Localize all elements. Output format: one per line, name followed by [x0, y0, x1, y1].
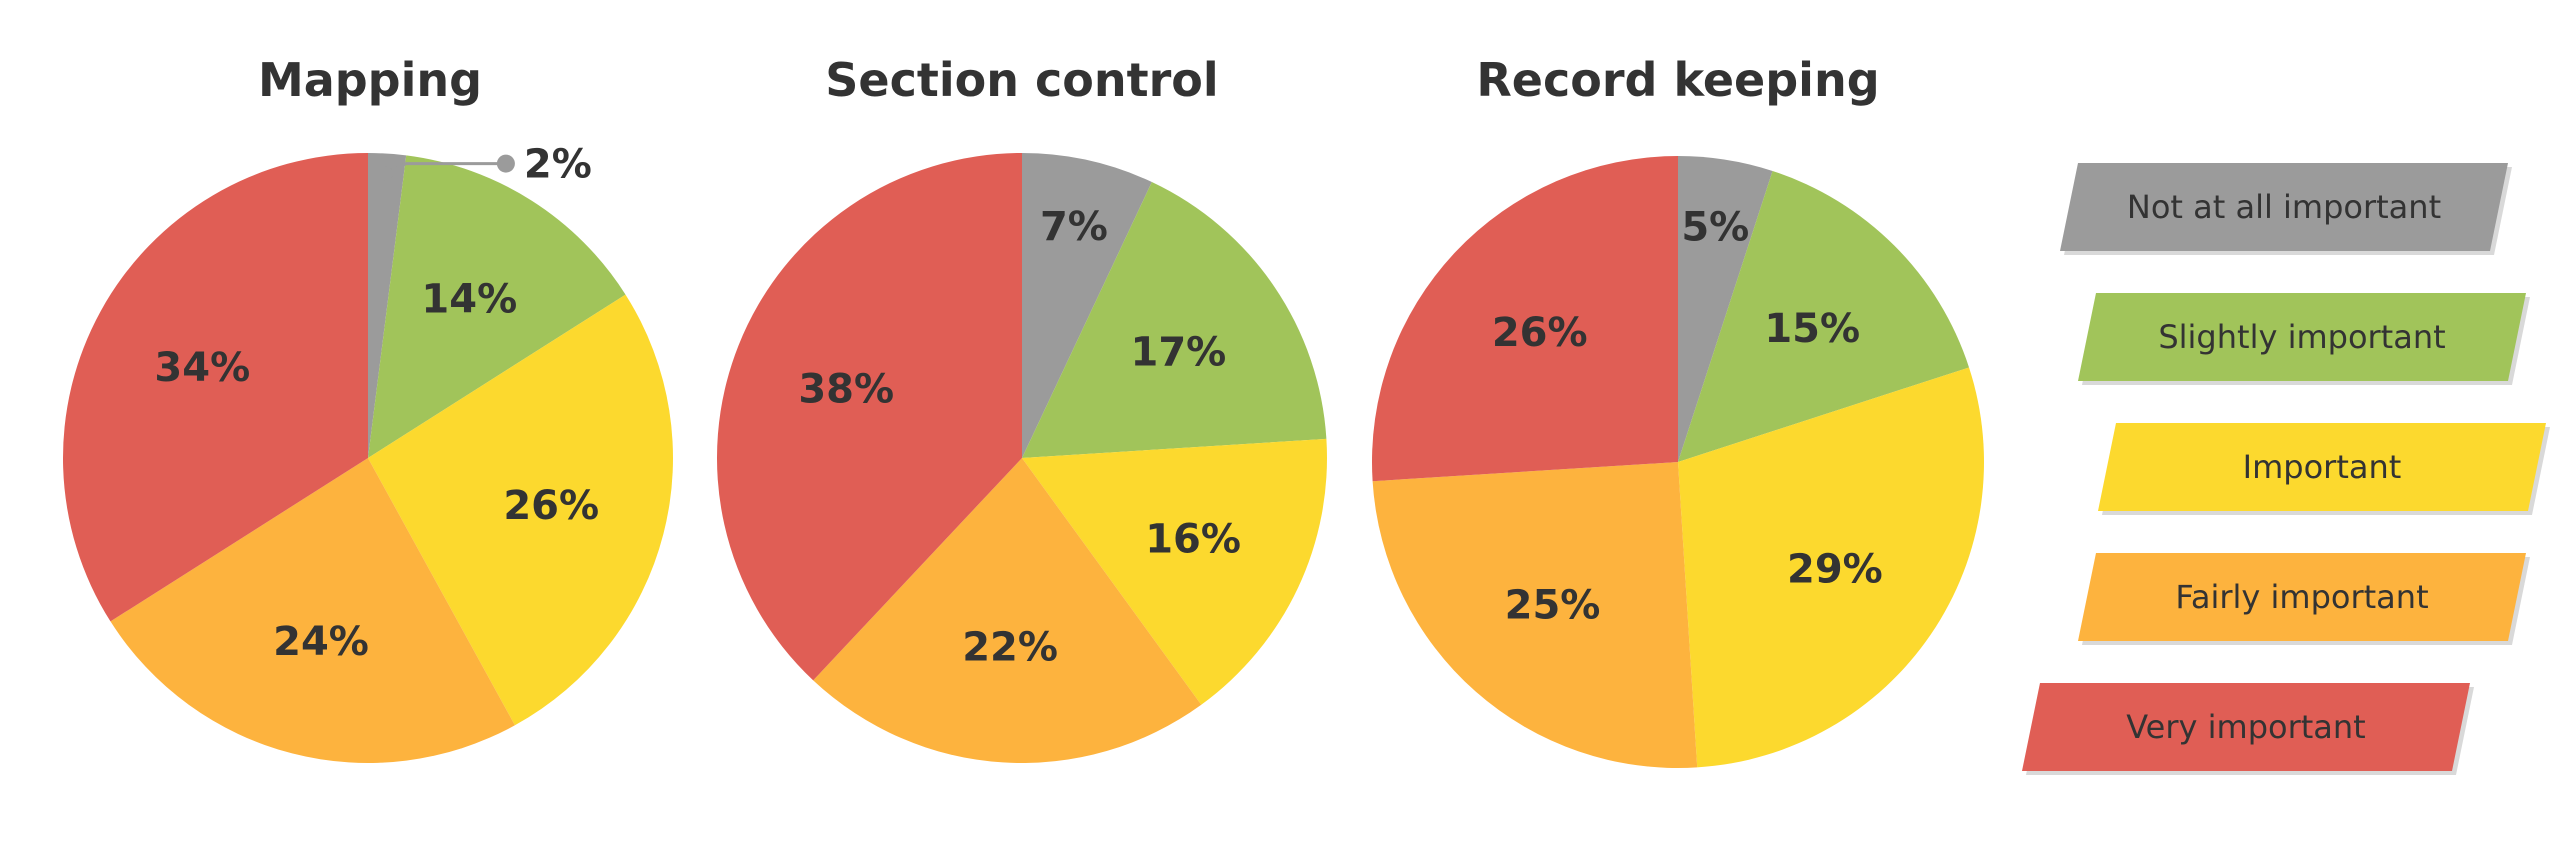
legend-item-slightly-important: Slightly important [2078, 293, 2530, 385]
legend-swatch-not-at-all-important [2060, 163, 2508, 251]
record-keeping-slice-not-at-all-important [1678, 156, 1773, 462]
section-control-label-important: 16% [1145, 517, 1241, 563]
mapping-slice-very-important [62, 153, 369, 622]
mapping-label-not-at-all-important: 2% [524, 142, 592, 188]
mapping-pie-chart: Mapping 2% 14% 26% 24% 34% [62, 53, 673, 763]
legend-swatch-very-important [2022, 683, 2470, 771]
mapping-slice-not-at-all-important [368, 153, 407, 458]
record-keeping-pie-chart: Record keeping 5% 15% 29% 25% 26% [1371, 53, 1984, 769]
legend-label: Fairly important [2175, 578, 2428, 616]
mapping-leader-end-dot [496, 154, 515, 173]
mapping-chart-title: Mapping [258, 53, 482, 107]
record-keeping-chart-title: Record keeping [1476, 53, 1879, 107]
mapping-slice-important [368, 294, 673, 726]
record-keeping-slice-important [1678, 367, 1984, 768]
legend-label: Slightly important [2158, 318, 2445, 356]
mapping-label-very-important: 34% [154, 345, 250, 391]
mapping-slice-fairly-important [110, 458, 515, 763]
legend: Not at all important Slightly important Im… [2022, 163, 2550, 775]
mapping-slice-slightly-important [368, 155, 626, 458]
section-control-slice-very-important [716, 153, 1022, 681]
record-keeping-label-slightly-important: 15% [1764, 306, 1860, 352]
legend-label: Not at all important [2127, 188, 2441, 226]
section-control-label-fairly-important: 22% [962, 625, 1058, 671]
section-control-label-not-at-all-important: 7% [1040, 204, 1108, 250]
record-keeping-slice-very-important [1371, 155, 1678, 482]
record-keeping-label-very-important: 26% [1492, 310, 1588, 356]
record-keeping-slice-fairly-important [1372, 462, 1698, 769]
legend-swatch-important [2098, 423, 2546, 511]
section-control-label-very-important: 38% [798, 366, 894, 412]
section-control-slice-not-at-all-important [1022, 153, 1152, 458]
record-keeping-slice-slightly-important [1678, 170, 1970, 463]
mapping-leader-start-dot [378, 166, 393, 181]
legend-item-fairly-important: Fairly important [2078, 553, 2530, 645]
record-keeping-label-fairly-important: 25% [1505, 582, 1601, 628]
mapping-label-important: 26% [503, 483, 599, 529]
section-control-pie-chart: Section control 7% 17% 16% 22% 38% [716, 53, 1328, 764]
record-keeping-label-important: 29% [1787, 547, 1883, 593]
legend-swatch-slightly-important [2078, 293, 2526, 381]
legend-item-not-at-all-important: Not at all important [2060, 163, 2512, 255]
section-control-slice-important [1022, 438, 1328, 705]
legend-label: Important [2243, 448, 2402, 486]
legend-label: Very important [2126, 708, 2365, 746]
mapping-label-fairly-important: 24% [273, 619, 369, 665]
section-control-label-slightly-important: 17% [1131, 330, 1227, 376]
legend-swatch-fairly-important [2078, 553, 2526, 641]
legend-item-important: Important [2098, 423, 2550, 515]
legend-item-very-important: Very important [2022, 683, 2474, 775]
section-control-slice-fairly-important [813, 458, 1202, 764]
mapping-leader-line [385, 162, 506, 175]
mapping-label-slightly-important: 14% [421, 276, 517, 322]
section-control-slice-slightly-important [1022, 182, 1327, 458]
section-control-chart-title: Section control [825, 53, 1218, 107]
record-keeping-label-not-at-all-important: 5% [1681, 204, 1749, 250]
